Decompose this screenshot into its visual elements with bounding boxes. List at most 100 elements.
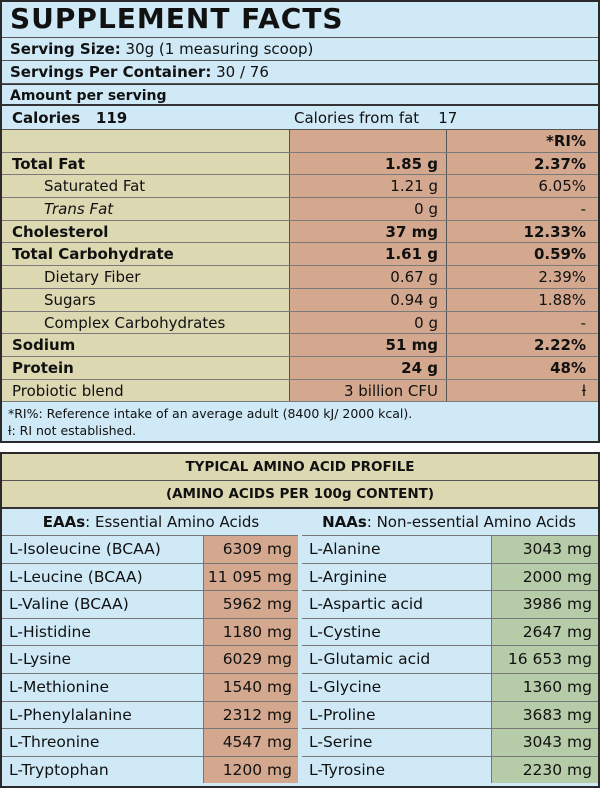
amino-subtitle: (AMINO ACIDS PER 100g CONTENT)	[2, 481, 598, 509]
amino-value: 4547 mg	[204, 729, 298, 756]
nutrient-ri: 2.22%	[447, 334, 598, 356]
nutrient-row: Cholesterol 37 mg 12.33%	[2, 220, 598, 244]
amino-name: L-Tyrosine	[302, 756, 492, 784]
amino-row: L-Lysine 6029 mg	[2, 645, 298, 673]
nutrient-name: Cholesterol	[12, 222, 109, 241]
naa-label: : Non-essential Amino Acids	[366, 513, 576, 531]
eaa-abbr: EAAs	[42, 513, 86, 531]
nutrient-name-cell: Dietary Fiber	[2, 266, 290, 288]
amino-column-headers: EAAs: Essential Amino Acids NAAs: Non-es…	[2, 509, 598, 535]
amino-acid-panel: TYPICAL AMINO ACID PROFILE (AMINO ACIDS …	[0, 452, 600, 788]
nutrient-row: Probiotic blend 3 billion CFU ƚ	[2, 379, 598, 403]
nutrient-row: Total Fat 1.85 g 2.37%	[2, 152, 598, 176]
nutrient-name-cell: Total Fat	[2, 152, 290, 175]
servings-per-container: Servings Per Container: 30 / 76	[2, 61, 598, 84]
amino-name: L-Aspartic acid	[302, 591, 492, 618]
calories-row: Calories 119 Calories from fat 17	[2, 106, 598, 130]
amino-row: L-Histidine 1180 mg	[2, 617, 298, 646]
nutrient-name-cell: Complex Carbohydrates	[2, 311, 290, 334]
ri-header: *RI%	[447, 130, 598, 152]
amino-row: L-Phenylalanine 2312 mg	[2, 700, 298, 729]
amount-per-serving: Amount per serving	[2, 84, 598, 106]
amino-row: L-Alanine 3043 mg	[302, 535, 598, 563]
nutrient-row: Protein 24 g 48%	[2, 356, 598, 380]
amino-name: L-Serine	[302, 729, 492, 756]
servings-value: 30 / 76	[211, 63, 269, 81]
nutrient-row: Total Carbohydrate 1.61 g 0.59%	[2, 243, 598, 267]
nutrient-row: Complex Carbohydrates 0 g-	[2, 311, 598, 335]
nutrient-name-cell: Protein	[2, 356, 290, 379]
nutrient-name: Saturated Fat	[44, 177, 146, 196]
nutrient-ri: -	[447, 311, 598, 334]
nutrient-name-cell: Trans Fat	[2, 198, 290, 220]
nutrient-amount: 24 g	[290, 356, 447, 379]
amino-value: 3043 mg	[492, 536, 598, 563]
amino-name: L-Isoleucine (BCAA)	[2, 536, 204, 563]
calories: Calories 119	[12, 106, 127, 130]
serving-size: Serving Size: 30g (1 measuring scoop)	[2, 38, 598, 61]
nutrient-name: Total Fat	[12, 154, 85, 173]
footnote-not-established: ƚ: RI not established.	[8, 423, 137, 439]
nutrient-row: Sugars 0.94 g 1.88%	[2, 288, 598, 312]
supplement-facts-panel: SUPPLEMENT FACTS Serving Size: 30g (1 me…	[0, 0, 600, 443]
amino-value: 2312 mg	[204, 701, 298, 729]
nutrient-row: Sodium 51 mg 2.22%	[2, 334, 598, 357]
calories-label: Calories	[12, 109, 81, 127]
nutrient-header-row: *RI%	[2, 130, 598, 153]
amino-name: L-Glycine	[302, 673, 492, 701]
nutrient-name: Dietary Fiber	[44, 268, 141, 287]
amino-name: L-Histidine	[2, 618, 204, 646]
nutrient-name-cell: Probiotic blend	[2, 379, 290, 402]
eaa-header: EAAs: Essential Amino Acids	[2, 509, 300, 535]
amino-row: L-Proline 3683 mg	[302, 700, 598, 729]
nutrient-name: Protein	[12, 358, 74, 377]
nutrient-row: Dietary Fiber 0.67 g 2.39%	[2, 266, 598, 289]
nutrient-amount: 3 billion CFU	[290, 379, 447, 402]
amino-value: 1200 mg	[204, 756, 298, 784]
amino-value: 6029 mg	[204, 646, 298, 673]
amino-value: 3683 mg	[492, 701, 598, 729]
amino-title: TYPICAL AMINO ACID PROFILE	[2, 454, 598, 481]
amino-name: L-Tryptophan	[2, 756, 204, 784]
nutrient-amount: 1.61 g	[290, 243, 447, 266]
nutrient-ri: ƚ	[447, 379, 598, 402]
panel-title: SUPPLEMENT FACTS	[2, 2, 598, 38]
amino-row: L-Isoleucine (BCAA) 6309 mg	[2, 535, 298, 563]
calories-fat-label: Calories from fat	[294, 109, 420, 127]
serving-size-label: Serving Size:	[10, 40, 121, 58]
nutrient-name: Probiotic blend	[12, 381, 124, 400]
amino-row: L-Cystine 2647 mg	[302, 617, 598, 646]
amino-name: L-Proline	[302, 701, 492, 729]
nutrient-ri: 2.39%	[447, 266, 598, 288]
amino-row: L-Methionine 1540 mg	[2, 672, 298, 701]
nutrient-name: Sodium	[12, 336, 76, 355]
nutrient-amount: 1.21 g	[290, 175, 447, 198]
amino-name: L-Threonine	[2, 729, 204, 756]
amino-row: L-Threonine 4547 mg	[2, 728, 298, 756]
header-blank-amount	[290, 130, 447, 152]
eaa-label: : Essential Amino Acids	[85, 513, 260, 531]
nutrient-amount: 1.85 g	[290, 152, 447, 175]
amino-value: 2647 mg	[492, 618, 598, 646]
nutrient-amount: 0.94 g	[290, 288, 447, 311]
amino-row: L-Tryptophan 1200 mg	[2, 755, 298, 784]
amino-value: 3043 mg	[492, 729, 598, 756]
naa-list: L-Alanine 3043 mg L-Arginine 2000 mg L-Aspar…	[302, 535, 598, 784]
servings-label: Servings Per Container:	[10, 63, 212, 81]
nutrient-ri: 6.05%	[447, 175, 598, 198]
nutrient-name-cell: Sodium	[2, 334, 290, 356]
amino-value: 2000 mg	[492, 563, 598, 591]
nutrient-name-cell: Sugars	[2, 288, 290, 311]
footnote-ri: *RI%: Reference intake of an average adu…	[8, 406, 413, 422]
amino-name: L-Arginine	[302, 563, 492, 591]
nutrient-name: Complex Carbohydrates	[44, 313, 226, 332]
nutrient-ri: 2.37%	[447, 152, 598, 175]
calories-value: 119	[95, 109, 128, 127]
nutrient-name: Trans Fat	[44, 200, 114, 219]
nutrient-name-cell: Total Carbohydrate	[2, 243, 290, 266]
amino-value: 3986 mg	[492, 591, 598, 618]
amino-value: 16 653 mg	[492, 646, 598, 673]
amino-row: L-Leucine (BCAA) 11 095 mg	[2, 562, 298, 591]
amino-row: L-Valine (BCAA) 5962 mg	[2, 590, 298, 618]
